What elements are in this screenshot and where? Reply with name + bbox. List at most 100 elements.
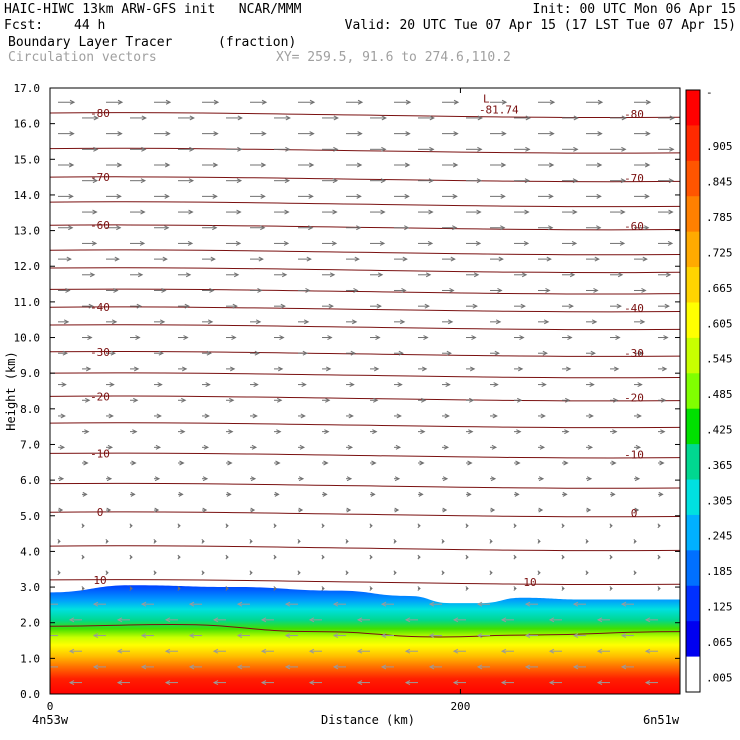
vector-arrowhead bbox=[644, 680, 651, 686]
contour-label: 10 bbox=[93, 574, 106, 587]
vector-arrowhead bbox=[621, 115, 627, 121]
vector-arrowhead bbox=[116, 193, 122, 199]
vector-arrowhead bbox=[468, 429, 474, 435]
vector-arrowhead bbox=[428, 633, 435, 638]
vector-arrowhead bbox=[453, 131, 459, 137]
vector-arrowhead bbox=[154, 507, 160, 513]
vector-arrowhead bbox=[475, 240, 482, 246]
field-name: Boundary Layer Tracer bbox=[8, 35, 173, 50]
y-tick-label: 1.0 bbox=[20, 652, 40, 665]
vector-arrowhead bbox=[476, 601, 483, 607]
vector-arrowhead bbox=[545, 288, 551, 293]
vector-arrowhead bbox=[132, 429, 138, 435]
y-axis: 0.0 1.0 2.0 3.0 4.0 5.0 6.0 7.0 8.0 9.0 10.0 11.0 12… bbox=[14, 82, 680, 701]
vector-arrowhead bbox=[255, 319, 262, 325]
vector-arrowhead bbox=[405, 131, 411, 137]
vector-arrowhead bbox=[332, 178, 339, 184]
contour-line bbox=[50, 579, 680, 586]
vector-arrowhead bbox=[659, 460, 665, 466]
vector-arrowhead bbox=[513, 586, 517, 591]
vector-arrowhead bbox=[184, 303, 190, 309]
vector-arrowhead bbox=[137, 272, 144, 278]
vector-arrowhead bbox=[321, 523, 325, 529]
vector-arrowhead bbox=[381, 115, 387, 121]
vector-arrowhead bbox=[634, 507, 640, 513]
vector-arrowhead bbox=[107, 444, 114, 450]
vector-arrowhead bbox=[301, 382, 307, 388]
vector-arrowhead bbox=[549, 99, 556, 105]
vector-arrowhead bbox=[379, 240, 386, 246]
vector-arrowhead bbox=[308, 162, 315, 168]
vector-arrowhead bbox=[110, 350, 116, 356]
vector-arrowhead bbox=[260, 193, 266, 199]
forecast-label: Fcst: bbox=[4, 18, 44, 33]
vector-arrowhead bbox=[85, 366, 92, 372]
vector-arrowhead bbox=[117, 99, 124, 105]
vector-arrowhead bbox=[68, 617, 75, 623]
vector-arrowhead bbox=[404, 193, 410, 199]
contour-line bbox=[50, 422, 680, 429]
vector-arrowhead bbox=[50, 602, 51, 607]
vector-arrowhead bbox=[229, 366, 236, 372]
vector-arrowhead bbox=[81, 554, 85, 560]
vector-arrowhead bbox=[513, 523, 517, 529]
contour-label: -70 bbox=[90, 171, 110, 184]
vector-arrowhead bbox=[116, 225, 122, 231]
contour-line bbox=[50, 482, 680, 489]
vector-arrowhead bbox=[308, 225, 314, 231]
vectors-label: Circulation vectors bbox=[8, 50, 157, 65]
vector-arrowhead bbox=[644, 617, 651, 623]
vector-arrowhead bbox=[620, 633, 627, 638]
colorbar-label: .605 bbox=[706, 317, 733, 330]
vector-arrowhead bbox=[572, 633, 579, 638]
vector-arrowhead bbox=[452, 648, 459, 654]
vector-arrowhead bbox=[68, 648, 75, 654]
vector-arrowhead bbox=[373, 397, 379, 403]
vector-arrowhead bbox=[471, 335, 477, 340]
vector-arrowhead bbox=[442, 476, 449, 482]
contour-label: -20 bbox=[90, 390, 110, 403]
vector-arrowhead bbox=[586, 507, 592, 513]
vector-arrowhead bbox=[106, 507, 112, 513]
vector-arrowhead bbox=[177, 523, 181, 529]
plot-frame bbox=[49, 87, 681, 695]
vector-arrowhead bbox=[129, 554, 133, 560]
vector-arrowhead bbox=[449, 288, 455, 293]
x-axis: 0 200 bbox=[47, 88, 470, 713]
vector-arrowhead bbox=[668, 178, 675, 184]
vector-arrowhead bbox=[376, 303, 382, 309]
vector-arrowhead bbox=[465, 523, 469, 529]
vector-arrowhead bbox=[228, 429, 234, 435]
vector-arrowhead bbox=[441, 539, 445, 544]
vector-arrowhead bbox=[66, 256, 72, 262]
vector-arrowhead bbox=[356, 648, 363, 654]
vector-arrowhead bbox=[489, 570, 493, 576]
vector-arrowhead bbox=[276, 429, 282, 435]
vector-arrowhead bbox=[308, 617, 315, 623]
vector-arrowhead bbox=[303, 319, 310, 325]
x-tick-label: 200 bbox=[450, 700, 470, 713]
vector-arrowhead bbox=[467, 460, 473, 466]
vector-arrowhead bbox=[620, 601, 627, 607]
vector-arrowhead bbox=[590, 350, 596, 356]
vector-arrowhead bbox=[476, 209, 482, 215]
vector-arrowhead bbox=[260, 162, 267, 168]
vector-arrowhead bbox=[476, 178, 483, 184]
vector-arrowhead bbox=[177, 554, 181, 560]
vector-arrowhead bbox=[50, 633, 51, 638]
vector-arrowhead bbox=[548, 225, 554, 231]
vector-arrowhead bbox=[404, 162, 411, 168]
vector-arrowhead bbox=[108, 413, 114, 419]
colorbar-swatch bbox=[686, 479, 700, 516]
vector-arrowhead bbox=[573, 146, 579, 152]
vector-arrowhead bbox=[85, 397, 91, 403]
vector-arrowhead bbox=[257, 288, 263, 293]
vector-arrowhead bbox=[306, 256, 312, 262]
vector-arrowhead bbox=[346, 476, 353, 482]
contour-line bbox=[50, 395, 680, 402]
vector-arrowhead bbox=[322, 491, 328, 497]
colorbar-label: .245 bbox=[706, 530, 733, 543]
vector-arrowhead bbox=[357, 131, 363, 137]
vector-arrowhead bbox=[393, 539, 397, 544]
vector-arrowhead bbox=[548, 162, 555, 168]
